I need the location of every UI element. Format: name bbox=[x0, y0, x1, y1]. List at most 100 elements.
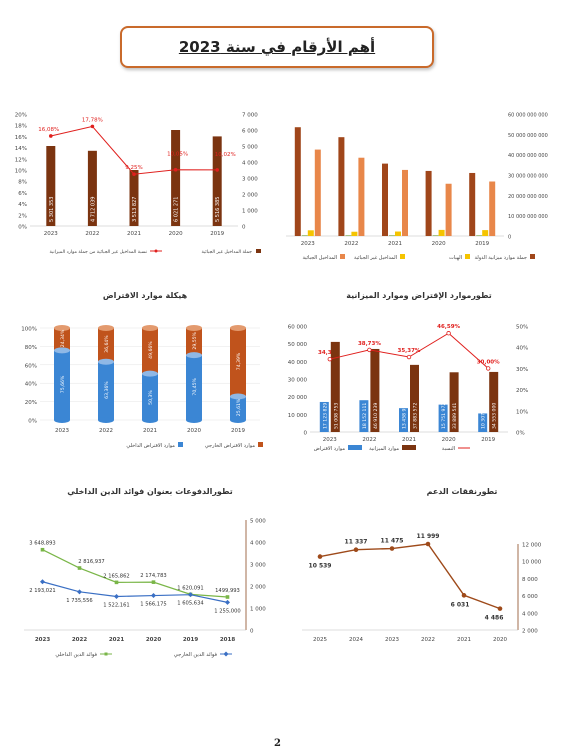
y-right-tick-label: 6 000 bbox=[242, 129, 258, 135]
x-tick-label: 2020 bbox=[146, 637, 161, 643]
line-value-label: 17,78% bbox=[82, 117, 103, 123]
bar-segment bbox=[142, 373, 158, 420]
line-point bbox=[353, 547, 359, 553]
line-point bbox=[114, 594, 119, 600]
bar-segment bbox=[186, 417, 202, 423]
x-tick-label: 2019 bbox=[475, 241, 489, 247]
chart-title: تطورالدفوعات بعنوان فوائد الدين الداخلي bbox=[67, 487, 232, 496]
bar bbox=[345, 235, 352, 236]
bar bbox=[129, 170, 139, 226]
bar bbox=[476, 235, 483, 236]
bar-segment bbox=[54, 350, 70, 420]
page-number: 2 bbox=[274, 738, 281, 749]
x-tick-label: 2020 bbox=[187, 428, 201, 434]
bar bbox=[307, 230, 314, 236]
x-tick-label: 2023 bbox=[44, 231, 58, 237]
line-value-label: 9,25% bbox=[125, 165, 142, 171]
legend-label: المداخيل غير الجبائية bbox=[354, 255, 397, 261]
bar-segment bbox=[230, 396, 246, 420]
x-tick-label: 2023 bbox=[55, 428, 69, 434]
y-right-tick-label: 0% bbox=[516, 431, 525, 437]
x-tick-label: 2020 bbox=[169, 231, 183, 237]
bar-value-label: 13 458 973 bbox=[402, 403, 408, 429]
line-value-label: 2 174,783 bbox=[140, 573, 166, 579]
line-value-label: 10 539 bbox=[309, 563, 332, 570]
line-value-label: 38,73% bbox=[358, 341, 381, 347]
bar-value-label: 6 021 271 bbox=[174, 197, 180, 222]
bar-segment bbox=[142, 328, 158, 374]
y-tick-label: 4 000 bbox=[522, 611, 538, 617]
line-value-label: 10,02% bbox=[215, 152, 236, 158]
y-right-tick-label: 3 000 bbox=[242, 177, 258, 183]
legend-label: المداخيل الجبائية bbox=[302, 255, 337, 261]
line-point bbox=[327, 356, 332, 362]
line-value-label: 2 193,021 bbox=[29, 588, 55, 594]
x-tick-label: 2021 bbox=[143, 428, 157, 434]
x-tick-label: 2019 bbox=[183, 637, 198, 643]
line-point bbox=[367, 347, 372, 353]
y-right-tick-label: 20% bbox=[516, 388, 528, 394]
line-point bbox=[40, 547, 45, 552]
legend-swatch bbox=[340, 254, 345, 259]
y-tick-label: 2 000 bbox=[522, 629, 538, 635]
line-value-label: 11 999 bbox=[417, 533, 440, 540]
line-point bbox=[188, 592, 193, 598]
bar-value-label: 17 123 829 bbox=[322, 403, 328, 429]
y-right-tick-label: 40% bbox=[516, 346, 528, 352]
y-tick-label: 80% bbox=[25, 345, 37, 351]
bar bbox=[469, 172, 476, 236]
legend-swatch bbox=[223, 651, 229, 657]
bar-value-label: 51 008 753 bbox=[333, 403, 339, 429]
line-value-label: 3 648,893 bbox=[29, 541, 55, 547]
line-value-label: 1 735,556 bbox=[66, 598, 92, 604]
bar-segment bbox=[142, 325, 158, 331]
line-point bbox=[132, 172, 136, 176]
bar-value-label: 5 516 385 bbox=[215, 197, 221, 222]
legend-swatch bbox=[104, 652, 108, 656]
line-value-label: 46,59% bbox=[437, 324, 460, 330]
y-tick-label: 100% bbox=[21, 327, 37, 333]
y-left-tick-label: 0 bbox=[304, 431, 308, 437]
legend-label: جملة المداخيل غير الجبائية bbox=[202, 250, 253, 255]
legend-swatch bbox=[178, 442, 183, 447]
bar bbox=[319, 401, 329, 432]
y-tick-label: 40 000 000 000 bbox=[508, 153, 548, 159]
y-tick-label: 50 000 000 000 bbox=[508, 133, 548, 139]
x-tick-label: 2022 bbox=[72, 637, 87, 643]
y-tick-label: 0 bbox=[508, 235, 511, 241]
y-left-tick-label: 20% bbox=[15, 113, 27, 119]
bar-value-label: 4 712 039 bbox=[90, 197, 96, 222]
bar-value-label: 50,3% bbox=[148, 390, 154, 405]
bar bbox=[489, 371, 499, 432]
y-tick-label: 10 000 000 000 bbox=[508, 214, 548, 220]
bar-segment bbox=[98, 328, 114, 362]
bar bbox=[359, 400, 369, 432]
line-point bbox=[317, 554, 323, 559]
line-value-label: 30,00% bbox=[477, 359, 500, 365]
y-left-tick-label: 60 000 bbox=[288, 325, 308, 331]
bar-value-label: 70,45% bbox=[192, 377, 198, 395]
x-tick-label: 2019 bbox=[481, 437, 495, 443]
y-tick-label: 0% bbox=[28, 419, 37, 425]
y-tick-label: 12 000 bbox=[522, 543, 542, 549]
chart-borrowing-structure: هيكلة موارد الاقتراض 0% 20% 40% 60% 80% 100% 75… bbox=[10, 286, 280, 456]
chart-budget-resources: 0 10 000 000 000 20 000 000 000 30 000 000 … bbox=[282, 108, 556, 268]
line-series bbox=[42, 581, 228, 603]
line-value-label: 2 165,862 bbox=[103, 573, 129, 579]
bar-segment bbox=[186, 328, 202, 356]
legend-swatch bbox=[400, 254, 405, 259]
chart-subsidy-spending-svg: تطورنفقات الدعم 2 000 4 000 6 000 8 000 10 00… bbox=[302, 487, 542, 643]
legend-label: موارد الاقتراض الداخلي bbox=[126, 443, 175, 449]
bar-value-label: 29,55% bbox=[192, 331, 198, 349]
x-tick-label: 2023 bbox=[323, 437, 337, 443]
bar-value-label: 5 301 353 bbox=[49, 197, 55, 222]
bar-segment bbox=[54, 325, 70, 331]
bar bbox=[399, 408, 408, 432]
x-tick-label: 2022 bbox=[344, 241, 358, 247]
y-tick-label: 3 000 bbox=[250, 563, 266, 569]
bar-value-label: 25,61% bbox=[236, 398, 242, 416]
bar-segment bbox=[142, 417, 158, 423]
line-point bbox=[225, 599, 230, 605]
y-right-tick-label: 0 bbox=[242, 225, 246, 231]
x-tick-label: 2022 bbox=[362, 437, 376, 443]
